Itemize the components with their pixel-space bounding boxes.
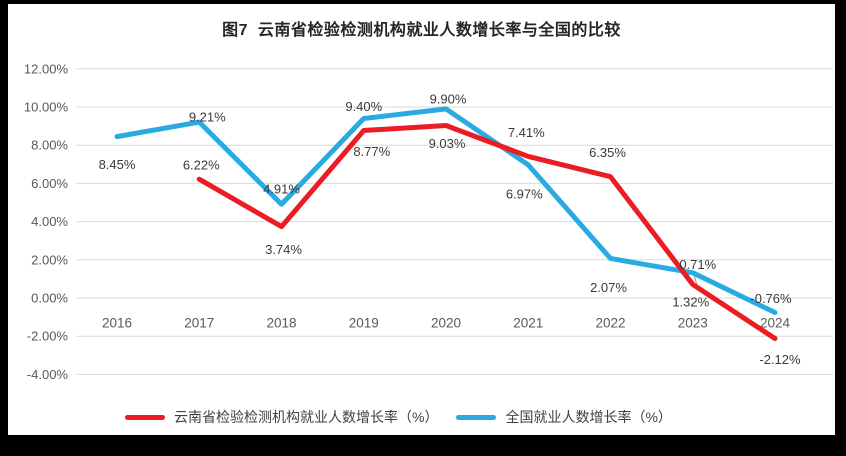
x-axis-tick-label: 2023: [678, 316, 708, 331]
data-point-label: 9.03%: [429, 136, 466, 151]
legend-item-yunnan: 云南省检验检测机构就业人数增长率（%）: [125, 407, 438, 427]
data-point-label: 2.07%: [590, 280, 627, 295]
x-axis-tick-label: 2022: [595, 316, 625, 331]
y-axis-tick-label: 4.00%: [31, 214, 68, 229]
data-point-label: -0.76%: [750, 291, 792, 306]
data-point-label: 6.35%: [589, 145, 626, 160]
x-axis-tick-label: 2017: [184, 316, 214, 331]
data-point-label: 8.77%: [353, 144, 390, 159]
y-axis-tick-label: 12.00%: [24, 61, 69, 76]
data-point-label: 6.22%: [183, 158, 220, 173]
x-axis-tick-label: 2024: [760, 316, 791, 331]
yunnan-series-swatch-icon: [125, 414, 165, 420]
legend-item-national: 全国就业人数增长率（%）: [456, 407, 672, 427]
y-axis-tick-label: -4.00%: [27, 367, 69, 382]
data-point-label: 7.41%: [508, 125, 545, 140]
data-point-label: 1.32%: [672, 294, 709, 309]
x-axis-tick-label: 2016: [102, 316, 132, 331]
y-axis-tick-label: 6.00%: [31, 176, 68, 191]
legend-label-yunnan: 云南省检验检测机构就业人数增长率（%）: [174, 409, 439, 425]
y-axis-tick-label: 0.00%: [31, 291, 68, 306]
national-series-swatch-icon: [456, 414, 497, 420]
y-axis-tick-label: 10.00%: [24, 100, 69, 115]
data-point-label: 9.90%: [430, 91, 467, 106]
data-point-label: 9.21%: [189, 110, 226, 125]
x-axis-tick-label: 2018: [266, 316, 296, 331]
x-axis-tick-label: 2019: [349, 316, 379, 331]
data-point-label: 6.97%: [506, 186, 543, 201]
data-point-label: 8.45%: [99, 157, 136, 172]
data-point-label: 3.74%: [265, 242, 302, 257]
x-axis-tick-label: 2020: [431, 316, 461, 331]
data-point-label: -2.12%: [759, 352, 801, 367]
line-chart-plot-area: 12.00% 10.00% 8.00% 6.00% 4.00% 2.00% 0.00% -2.…: [24, 61, 833, 382]
legend: 云南省检验检测机构就业人数增长率（%） 全国就业人数增长率（%）: [125, 407, 672, 427]
x-axis-tick-label: 2021: [513, 316, 543, 331]
data-point-label: 4.91%: [263, 182, 300, 197]
series-line: [196, 123, 778, 341]
series-line: [114, 106, 778, 316]
chart-canvas: 图7 云南省检验检测机构就业人数增长率与全国的比较 12.00% 10.00% 8.…: [8, 4, 835, 435]
y-axis-tick-label: -2.00%: [27, 329, 69, 344]
y-axis-tick-label: 2.00%: [31, 252, 68, 267]
legend-label-national: 全国就业人数增长率（%）: [505, 409, 672, 425]
data-point-label: 0.71%: [679, 257, 716, 272]
data-point-label: 9.40%: [345, 99, 382, 114]
chart-title: 图7 云南省检验检测机构就业人数增长率与全国的比较: [222, 22, 621, 39]
y-axis-tick-label: 8.00%: [31, 138, 68, 153]
